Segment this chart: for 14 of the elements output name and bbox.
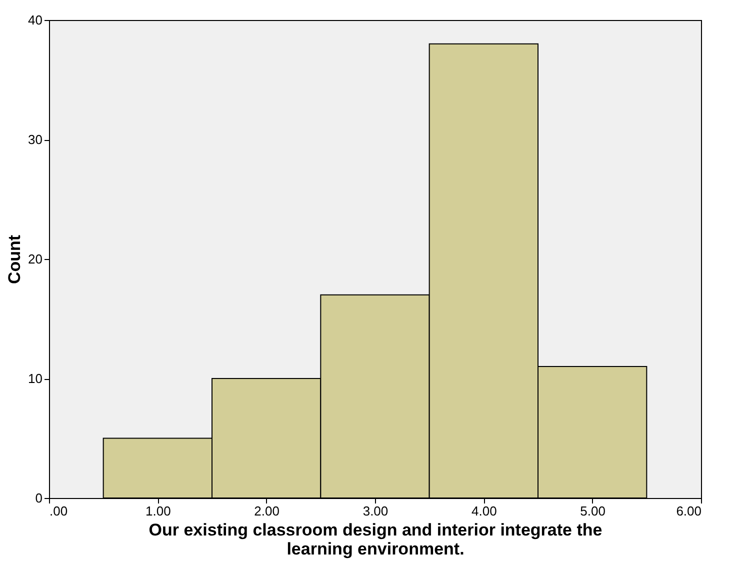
- y-axis-title: Count: [5, 234, 24, 284]
- x-tick-label: 6.00: [676, 504, 702, 518]
- y-tick-label: 30: [28, 132, 42, 147]
- x-tick-label: 3.00: [362, 504, 388, 518]
- x-axis-title: Our existing classroom design and interior integrate the learning environment.: [148, 520, 602, 558]
- x-tick-label: .00: [50, 504, 68, 518]
- y-tick-label: 0: [35, 490, 42, 506]
- x-tick-label: 1.00: [146, 504, 171, 518]
- y-tick-label: 40: [28, 12, 42, 28]
- x-tick-label: 4.00: [472, 504, 497, 518]
- x-tick-label: 5.00: [580, 504, 606, 518]
- y-tick-label: 20: [28, 252, 42, 266]
- y-tick-label: 10: [28, 371, 42, 386]
- x-tick-label: 2.00: [254, 504, 280, 518]
